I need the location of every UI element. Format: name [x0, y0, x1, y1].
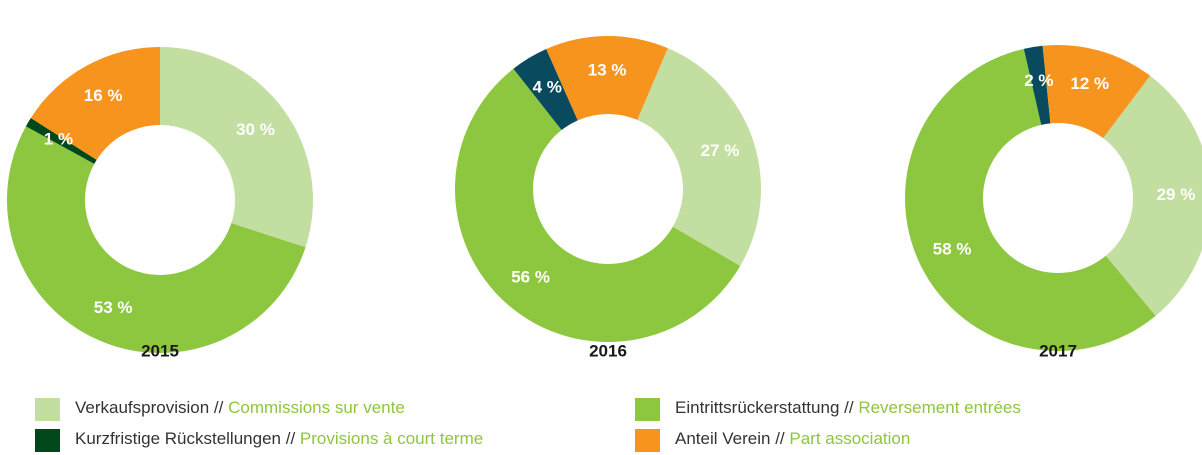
- legend-label: Kurzfristige Rückstellungen: [75, 429, 281, 448]
- slice: [160, 47, 313, 248]
- slice: [1042, 44, 1151, 139]
- slice-label: 2 %: [1024, 71, 1053, 90]
- legend-translation: Provisions à court terme: [300, 429, 483, 448]
- slice-label: 58 %: [933, 240, 972, 259]
- slice: [25, 118, 97, 164]
- legend-translation: Commissions sur vente: [228, 398, 405, 417]
- slice-label: 30 %: [236, 120, 275, 139]
- slice: [905, 48, 1156, 352]
- legend-swatch: [35, 429, 60, 452]
- legend-translation: Part association: [789, 429, 910, 448]
- slice-label: 16 %: [84, 86, 123, 105]
- legend-text: Anteil Verein // Part association: [675, 429, 910, 448]
- legend-text: Verkaufsprovision // Commissions sur ven…: [75, 398, 405, 417]
- slice-label: 56 %: [511, 268, 550, 287]
- slice: [513, 49, 578, 131]
- legend-label: Anteil Verein: [675, 429, 770, 448]
- legend-translation: Reversement entrées: [858, 398, 1021, 417]
- legend-swatch: [635, 429, 660, 452]
- slice: [1023, 45, 1051, 125]
- slice: [30, 47, 161, 160]
- legend-separator: //: [286, 429, 296, 448]
- slice-label: 27 %: [701, 141, 740, 160]
- slice-label: 53 %: [94, 298, 133, 317]
- chart-title: 2017: [1039, 341, 1077, 360]
- legend-separator: //: [844, 398, 854, 417]
- legend-separator: //: [775, 429, 785, 448]
- slice: [546, 36, 668, 121]
- chart-title: 2016: [589, 341, 627, 360]
- slice-label: 4 %: [533, 77, 562, 96]
- legend-separator: //: [214, 398, 224, 417]
- slice-label: 1 %: [44, 129, 73, 148]
- slice: [7, 126, 306, 353]
- legend-label: Eintrittsrückerstattung: [675, 398, 839, 417]
- legend-label: Verkaufsprovision: [75, 398, 209, 417]
- slice: [455, 68, 741, 342]
- legend-text: Kurzfristige Rückstellungen // Provision…: [75, 429, 483, 448]
- slice-label: 29 %: [1157, 185, 1196, 204]
- legend-swatch: [635, 398, 660, 421]
- slice: [1103, 75, 1202, 316]
- legend-text: Eintrittsrückerstattung // Reversement e…: [675, 398, 1021, 417]
- slice: [637, 48, 761, 266]
- slice-label: 12 %: [1070, 74, 1109, 93]
- chart-title: 2015: [141, 341, 179, 360]
- legend-swatch: [35, 398, 60, 421]
- slice-label: 13 %: [588, 60, 627, 79]
